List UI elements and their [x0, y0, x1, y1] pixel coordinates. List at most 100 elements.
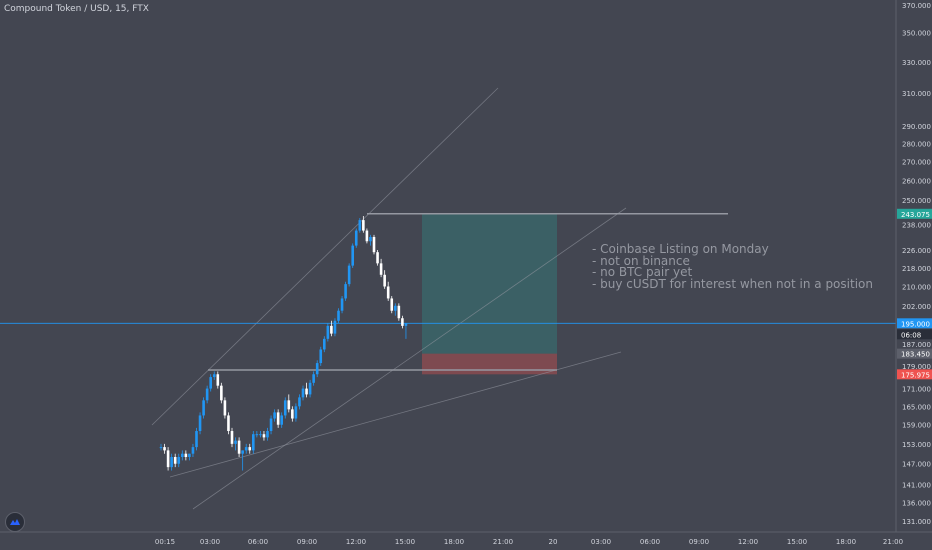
annotation-text: - Coinbase Listing on Monday - not on bi… — [592, 243, 873, 290]
price-tick-label: 370.000 — [902, 2, 931, 10]
candle-body — [181, 453, 184, 458]
price-tick-label: 330.000 — [902, 59, 931, 67]
candle-body — [383, 274, 386, 287]
candle-body — [184, 453, 188, 458]
candle-body — [227, 415, 230, 432]
trendlines — [0, 87, 896, 510]
candle-body — [280, 415, 283, 425]
candle-body — [372, 236, 376, 253]
time-tick-label: 20 — [549, 538, 558, 546]
candle-body — [273, 412, 276, 419]
price-tick-label: 280.000 — [902, 141, 931, 149]
time-tick-label: 15:00 — [395, 538, 415, 546]
candle-body — [394, 305, 397, 311]
candle-body — [191, 447, 195, 454]
candle-body — [170, 457, 173, 468]
price-label-text: 243.075 — [901, 211, 930, 219]
candle-body — [404, 323, 408, 326]
channel-lower-line — [192, 207, 627, 510]
price-tick-label: 310.000 — [902, 90, 931, 98]
price-tick-label: 179.000 — [902, 363, 931, 371]
price-tick-label: 250.000 — [902, 197, 931, 205]
price-tick-label: 171.000 — [902, 386, 931, 394]
price-tick-label: 147.000 — [902, 461, 931, 469]
candle-body — [337, 310, 340, 321]
tradingview-logo-icon[interactable] — [5, 512, 25, 532]
time-tick-label: 09:00 — [689, 538, 709, 546]
time-tick-label: 12:00 — [346, 538, 366, 546]
price-label-box — [897, 318, 932, 329]
candle-body — [266, 431, 269, 438]
candle-body — [173, 457, 177, 464]
candle-body — [234, 440, 237, 444]
candle-body — [223, 400, 227, 416]
time-tick-label: 21:00 — [493, 538, 513, 546]
candle-body — [315, 363, 319, 375]
candle-body — [362, 220, 365, 231]
price-tick-label: 159.000 — [902, 422, 931, 430]
candles — [159, 215, 408, 471]
time-tick-label: 00:15 — [155, 538, 175, 546]
candle-body — [326, 325, 330, 339]
price-tick-label: 226.000 — [902, 247, 931, 255]
candle-body — [344, 284, 347, 299]
price-tick-label: 187.000 — [902, 341, 931, 349]
time-tick-label: 06:00 — [248, 538, 268, 546]
time-tick-label: 18:00 — [444, 538, 464, 546]
candle-body — [365, 230, 369, 242]
candle-body — [283, 400, 287, 416]
annotation-line-3: - no BTC pair yet — [592, 265, 693, 279]
time-axis: 00:15 03:00 06:00 09:00 12:00 15:00 18:00 21:00… — [0, 531, 932, 546]
candle-body — [301, 388, 305, 398]
price-tick-label: 131.000 — [902, 518, 931, 526]
candle-body — [252, 434, 255, 451]
time-tick-label: 21:00 — [883, 538, 903, 546]
candle-body — [177, 457, 181, 464]
candle-body — [351, 245, 354, 266]
candle-body — [188, 453, 191, 458]
candle-body — [216, 374, 220, 386]
price-tick-label: 260.000 — [902, 177, 931, 185]
channel-upper-line — [151, 87, 499, 426]
candle-body — [319, 349, 323, 364]
support-trendline — [169, 351, 622, 478]
candle-body — [195, 431, 198, 448]
price-label-text: 195.000 — [901, 320, 930, 328]
candle-body — [241, 450, 244, 454]
candle-body — [298, 397, 301, 407]
candle-body — [376, 252, 379, 264]
time-tick-label: 03:00 — [200, 538, 220, 546]
price-tick-label: 350.000 — [902, 30, 931, 38]
price-tick-label: 136.000 — [902, 499, 931, 507]
price-tick-label: 218.000 — [902, 265, 931, 273]
price-label-box — [897, 369, 932, 380]
candle-body — [205, 388, 209, 401]
price-label-box — [897, 208, 932, 219]
candle-body — [262, 434, 266, 438]
time-tick-label: 12:00 — [738, 538, 758, 546]
candle-body — [198, 415, 202, 432]
price-tick-label: 165.000 — [902, 403, 931, 411]
candle-body — [379, 263, 383, 275]
time-tick-label: 18:00 — [836, 538, 856, 546]
candle-body — [276, 412, 280, 425]
symbol-title: Compound Token / USD, 15, FTX — [4, 4, 149, 14]
candle-body — [308, 382, 312, 395]
price-label-box — [897, 329, 932, 340]
candle-body — [259, 434, 262, 436]
time-tick-label: 06:00 — [640, 538, 660, 546]
time-tick-label: 15:00 — [787, 538, 807, 546]
price-tick-label: 202.000 — [902, 303, 931, 311]
candle-body — [340, 298, 344, 311]
candle-body — [333, 320, 337, 334]
price-axis: 370.000 350.000 330.000 310.000 290.000 280.0… — [895, 0, 932, 532]
candle-body — [209, 377, 212, 389]
candle-body — [269, 418, 273, 432]
candle-body — [212, 374, 216, 378]
profit-zone — [422, 213, 557, 354]
price-tick-label: 238.000 — [902, 221, 931, 229]
candle-body — [287, 400, 291, 410]
time-tick-label: 03:00 — [591, 538, 611, 546]
price-tick-label: 141.000 — [902, 481, 931, 489]
